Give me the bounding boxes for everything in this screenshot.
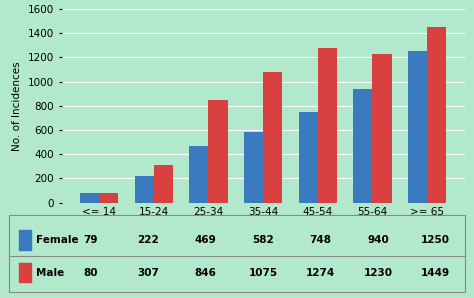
Text: 80: 80	[83, 268, 98, 278]
Text: 748: 748	[310, 235, 332, 245]
Bar	[189, 146, 209, 203]
Text: 79: 79	[83, 235, 98, 245]
Bar	[299, 112, 318, 203]
Text: 307: 307	[137, 268, 159, 278]
Y-axis label: No. of Incidences: No. of Incidences	[12, 61, 22, 150]
Text: 940: 940	[367, 235, 389, 245]
Bar	[135, 176, 154, 203]
Bar	[263, 72, 282, 203]
Bar	[427, 27, 446, 203]
Text: 1274: 1274	[306, 268, 335, 278]
Text: Male: Male	[36, 268, 64, 278]
Text: 846: 846	[194, 268, 217, 278]
Bar	[353, 89, 373, 203]
Text: 582: 582	[252, 235, 274, 245]
Text: 469: 469	[195, 235, 217, 245]
Text: 1230: 1230	[364, 268, 392, 278]
Bar	[154, 165, 173, 203]
Bar	[408, 51, 427, 203]
Text: 1449: 1449	[421, 268, 450, 278]
Text: 222: 222	[137, 235, 159, 245]
Bar	[80, 193, 99, 203]
Bar	[244, 132, 263, 203]
Bar	[373, 54, 392, 203]
Bar	[209, 100, 228, 203]
Text: Female: Female	[36, 235, 78, 245]
Text: 1075: 1075	[248, 268, 278, 278]
Text: 1250: 1250	[421, 235, 450, 245]
Bar	[99, 193, 118, 203]
Bar	[318, 48, 337, 203]
